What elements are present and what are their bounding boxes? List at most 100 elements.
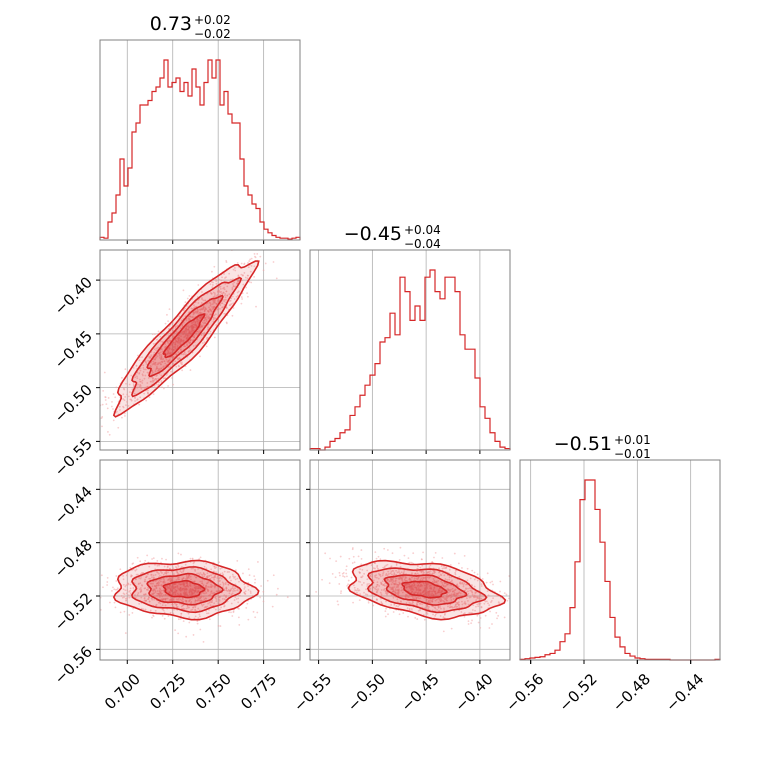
sample-point xyxy=(168,599,171,602)
sample-point xyxy=(233,589,236,592)
sample-point xyxy=(470,622,473,625)
sample-point xyxy=(198,311,201,314)
sample-point xyxy=(375,557,378,560)
sample-point xyxy=(499,580,502,583)
x-tick-label: 0.725 xyxy=(146,670,189,713)
sample-point xyxy=(411,576,413,579)
sample-point xyxy=(172,573,175,575)
sample-point xyxy=(127,594,130,596)
sample-point xyxy=(194,589,197,592)
sample-point xyxy=(184,334,187,336)
panel-title-minus: −0.01 xyxy=(614,447,651,461)
sample-point xyxy=(392,596,395,599)
sample-point xyxy=(200,315,203,318)
sample-point xyxy=(125,592,128,595)
sample-point xyxy=(161,386,163,389)
sample-point xyxy=(383,565,386,568)
sample-point xyxy=(212,308,214,311)
sample-point xyxy=(162,594,165,597)
sample-point xyxy=(158,564,160,567)
sample-point xyxy=(211,303,214,306)
sample-point xyxy=(159,574,161,577)
sample-point xyxy=(345,572,348,575)
sample-point xyxy=(127,405,130,407)
sample-point xyxy=(232,575,235,578)
sample-point xyxy=(444,613,446,615)
sample-point xyxy=(134,569,137,572)
sample-point xyxy=(202,306,205,309)
sample-point xyxy=(182,321,185,324)
sample-point xyxy=(463,602,466,605)
sample-point xyxy=(447,591,450,594)
sample-point xyxy=(400,571,403,574)
sample-point xyxy=(142,366,145,369)
sample-point xyxy=(228,611,231,614)
sample-point xyxy=(186,583,189,586)
sample-point xyxy=(489,581,492,584)
y-tick-label: −0.52 xyxy=(51,589,96,634)
sample-point xyxy=(165,558,167,561)
sample-point xyxy=(185,578,187,580)
sample-point xyxy=(440,565,443,567)
sample-point xyxy=(231,592,234,595)
sample-point xyxy=(442,616,445,619)
sample-point xyxy=(179,593,182,596)
sample-point xyxy=(158,381,160,384)
sample-point xyxy=(351,562,354,564)
x-tick-label: −0.45 xyxy=(398,670,443,715)
sample-point xyxy=(230,579,232,582)
sample-point xyxy=(160,340,162,343)
sample-point xyxy=(442,630,445,633)
sample-point xyxy=(425,604,428,607)
sample-point xyxy=(217,594,220,597)
sample-point xyxy=(122,575,124,577)
sample-point xyxy=(479,610,481,613)
sample-point xyxy=(377,577,380,580)
sample-point xyxy=(130,399,133,402)
sample-point xyxy=(159,590,161,593)
sample-point xyxy=(172,567,175,570)
sample-point xyxy=(410,608,413,610)
sample-point xyxy=(160,354,163,356)
sample-point xyxy=(192,313,195,316)
sample-point xyxy=(194,609,197,612)
sample-point xyxy=(451,605,453,608)
sample-point xyxy=(188,574,190,577)
sample-point xyxy=(431,600,434,603)
sample-point xyxy=(214,595,217,598)
sample-point xyxy=(152,381,154,383)
x-tick-label: 0.775 xyxy=(237,670,280,713)
sample-point xyxy=(240,302,243,305)
sample-point xyxy=(223,288,226,291)
sample-point xyxy=(139,378,141,381)
sample-point xyxy=(356,591,358,594)
sample-point xyxy=(438,567,440,570)
sample-point xyxy=(339,555,342,558)
sample-point xyxy=(443,581,446,584)
sample-point xyxy=(154,370,157,372)
sample-point xyxy=(198,558,201,560)
sample-point xyxy=(210,568,213,571)
sample-point xyxy=(188,600,190,603)
sample-point xyxy=(185,329,188,331)
sample-point xyxy=(175,353,178,356)
sample-point xyxy=(154,585,157,588)
sample-point xyxy=(396,598,399,601)
sample-point xyxy=(219,567,222,570)
sample-point xyxy=(122,405,124,408)
sample-point xyxy=(189,599,192,601)
sample-point xyxy=(390,588,393,591)
contour-level-4 xyxy=(162,313,206,359)
sample-point xyxy=(228,272,231,275)
histogram-panel-3: −0.51 +0.01−0.01 xyxy=(519,433,721,664)
sample-point xyxy=(202,584,205,586)
sample-point xyxy=(165,572,168,575)
sample-point xyxy=(259,596,261,599)
sample-point xyxy=(366,585,369,587)
sample-point xyxy=(159,570,162,573)
sample-point xyxy=(476,603,479,606)
sample-point xyxy=(375,585,378,588)
sample-point xyxy=(156,559,159,562)
sample-point xyxy=(216,590,219,593)
sample-point xyxy=(484,614,487,617)
